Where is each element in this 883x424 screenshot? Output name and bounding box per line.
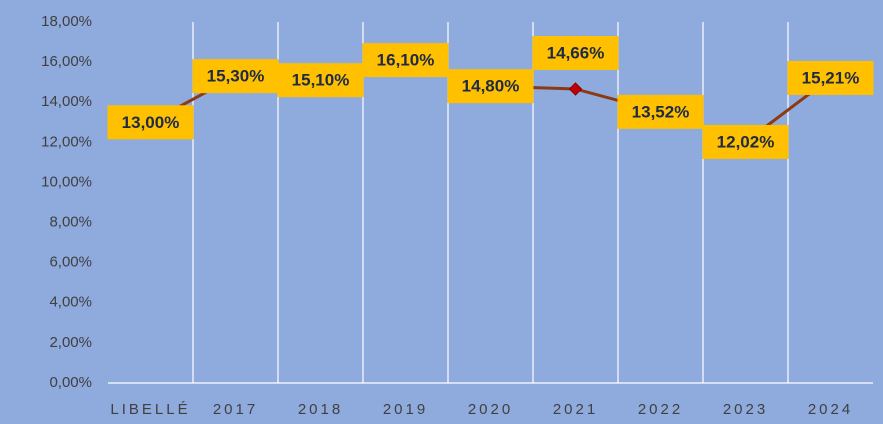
x-tick-label: 2022 (638, 401, 683, 418)
data-label-box (277, 63, 364, 98)
data-label-box (362, 43, 449, 78)
data-label-box (787, 60, 874, 95)
x-tick-label: 2019 (383, 401, 428, 418)
y-tick-label: 6,00% (49, 254, 92, 271)
y-tick-label: 2,00% (49, 334, 92, 351)
y-tick-label: 18,00% (41, 13, 92, 30)
x-tick-label: 2023 (723, 401, 768, 418)
y-tick-label: 12,00% (41, 133, 92, 150)
data-label: 13,00% (122, 113, 180, 132)
y-tick-label: 14,00% (41, 93, 92, 110)
data-label: 14,66% (547, 43, 605, 62)
y-tick-label: 16,00% (41, 53, 92, 70)
x-tick-label: LIBELLÉ (110, 401, 190, 418)
y-tick-label: 10,00% (41, 173, 92, 190)
data-label-box (107, 105, 194, 140)
x-tick-label: 2018 (298, 401, 343, 418)
data-label-box (617, 94, 704, 129)
y-tick-label: 4,00% (49, 294, 92, 311)
point-marker (568, 82, 583, 96)
data-label: 15,30% (207, 67, 265, 86)
data-label: 16,10% (377, 51, 435, 70)
data-label: 14,80% (462, 77, 520, 96)
x-tick-label: 2017 (213, 401, 258, 418)
data-label: 13,52% (632, 102, 690, 121)
x-tick-label: 2021 (553, 401, 598, 418)
x-tick-label: 2020 (468, 401, 513, 418)
data-label-box (447, 69, 534, 104)
data-label: 15,21% (802, 68, 860, 87)
data-label: 15,10% (292, 71, 350, 90)
y-tick-label: 0,00% (49, 374, 92, 391)
data-label-box (702, 124, 789, 159)
data-label-box (192, 59, 279, 94)
x-tick-label: 2024 (808, 401, 853, 418)
data-label: 12,02% (717, 132, 775, 151)
data-label-box (532, 35, 619, 70)
y-tick-label: 8,00% (49, 214, 92, 231)
